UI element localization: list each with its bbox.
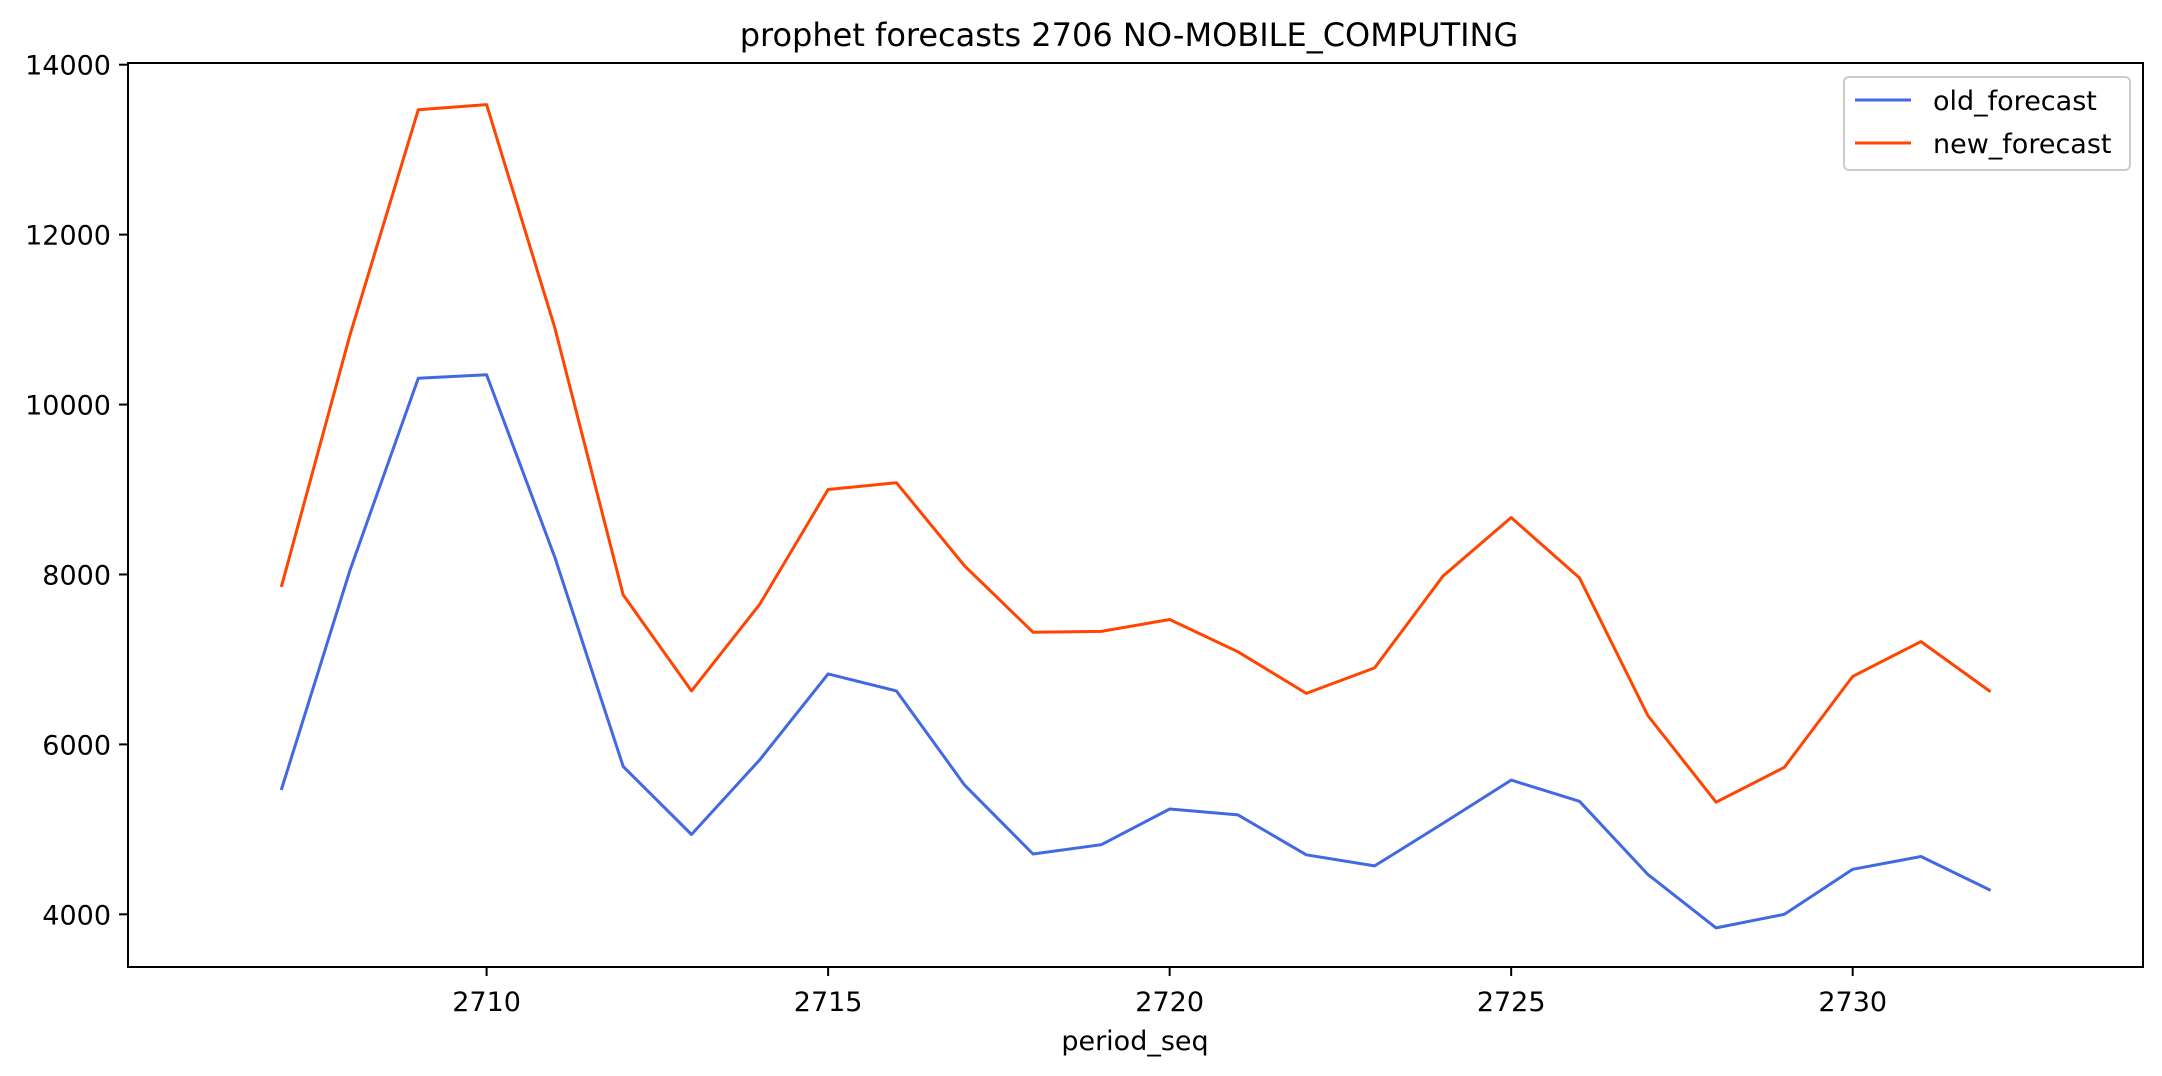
plot-frame	[127, 62, 2144, 968]
y-tick-label: 8000	[42, 560, 111, 591]
x-tick-label: 2710	[452, 987, 521, 1018]
y-tick-label: 6000	[42, 730, 111, 761]
x-axis-label: period_seq	[1061, 1026, 1208, 1057]
plot-lines	[279, 103, 1992, 930]
x-tick-label: 2715	[794, 987, 863, 1018]
chart-title: prophet forecasts 2706 NO-MOBILE_COMPUTI…	[740, 16, 1519, 54]
y-tick-label: 4000	[42, 900, 111, 931]
legend-items: old_forecast new_forecast	[1855, 86, 2112, 160]
y-tick-label: 10000	[25, 391, 111, 422]
x-tick-label: 2725	[1477, 987, 1546, 1018]
x-axis-ticks: 2710 2715 2720 2725 2730	[452, 967, 1887, 1018]
x-tick-label: 2720	[1135, 987, 1204, 1018]
y-tick-label: 12000	[25, 221, 111, 252]
series-line-1	[279, 373, 1992, 930]
y-axis-ticks: 4000 6000 8000 10000 12000 14000	[25, 51, 128, 931]
legend-box	[1843, 76, 2131, 171]
series-line-2	[279, 103, 1992, 804]
legend-label-2: new_forecast	[1933, 129, 2112, 160]
legend-label-1: old_forecast	[1933, 86, 2097, 117]
x-tick-label: 2730	[1818, 987, 1887, 1018]
legend: old_forecast new_forecast	[1843, 76, 2131, 171]
y-tick-label: 14000	[25, 51, 111, 82]
